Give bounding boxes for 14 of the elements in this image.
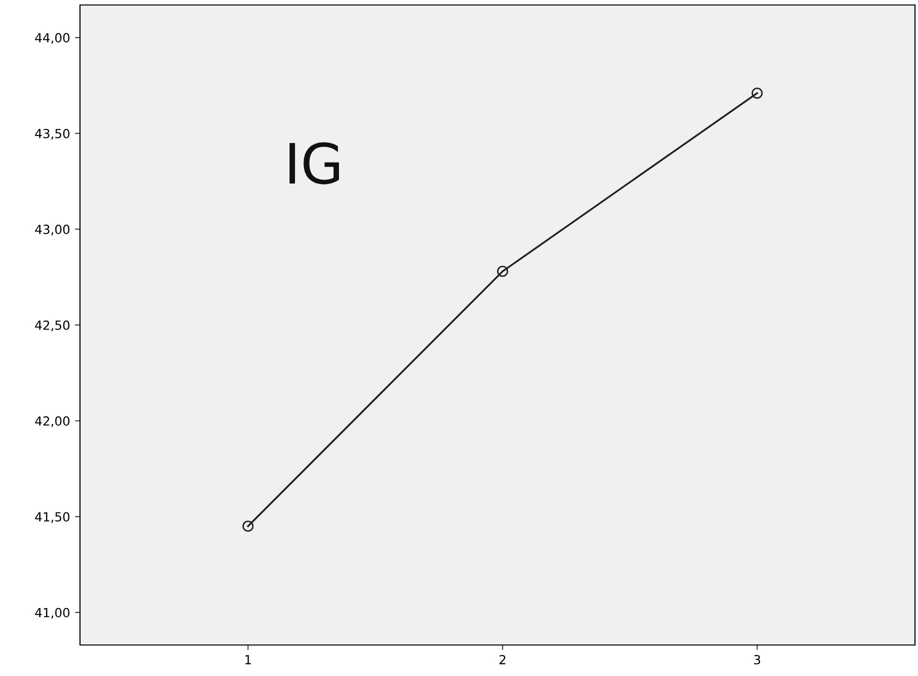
y-tick-label: 44,00 [35,33,70,44]
x-tick-label: 3 [754,654,760,664]
y-tick-label: 42,50 [35,320,70,332]
point [497,266,508,277]
y-tick-label: 41,50 [35,512,70,523]
x-tick-label: 1 [245,655,251,664]
point [242,520,254,532]
y-tick-label: 41,00 [35,608,70,619]
y-tick-label: 42,00 [35,416,70,428]
x-tick-label: 2 [500,654,506,664]
y-tick-label: 43,50 [35,128,70,140]
annotation: IG [290,142,339,184]
y-tick-label: 43,00 [35,224,70,236]
point [752,88,763,99]
